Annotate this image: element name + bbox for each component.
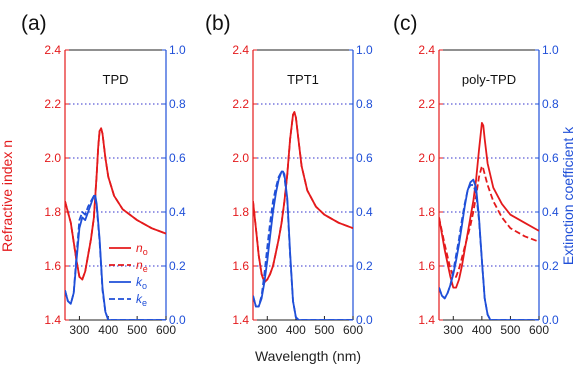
x-tick-label: 600 bbox=[343, 323, 363, 337]
x-tick-label: 400 bbox=[286, 323, 306, 337]
x-tick-label: 300 bbox=[443, 323, 463, 337]
panel-label: (b) bbox=[205, 12, 231, 35]
series-ko-line bbox=[65, 194, 166, 320]
right-tick-label: 0.6 bbox=[356, 151, 373, 165]
panel-title: TPT1 bbox=[287, 72, 319, 87]
right-tick-label: 0.2 bbox=[169, 259, 186, 273]
series-ko-line bbox=[439, 178, 539, 320]
series-ke-line bbox=[253, 170, 353, 320]
right-tick-label: 0.6 bbox=[169, 151, 186, 165]
x-tick-label: 300 bbox=[69, 323, 89, 337]
x-tick-label: 600 bbox=[156, 323, 176, 337]
left-tick-label: 1.4 bbox=[44, 313, 61, 327]
left-tick-label: 2.2 bbox=[44, 97, 61, 111]
panel-3: (c) 1.4 1.6 1.8 2.0 2.2 2.4 0.0 0.2 0.4 0.6 0.8 1.0 3… bbox=[393, 12, 559, 337]
left-tick-label: 2.0 bbox=[418, 151, 435, 165]
x-axis-title: Wavelength (nm) bbox=[255, 348, 361, 364]
x-tick-label: 600 bbox=[529, 323, 549, 337]
x-tick-label: 500 bbox=[127, 323, 147, 337]
right-tick-label: 0.6 bbox=[542, 151, 559, 165]
left-tick-label: 2.4 bbox=[232, 43, 249, 57]
panel-label: (c) bbox=[393, 12, 418, 35]
panel-label: (a) bbox=[21, 12, 47, 35]
right-tick-label: 0.4 bbox=[169, 205, 186, 219]
series-ke-line bbox=[439, 184, 539, 320]
legend-label: ne bbox=[136, 258, 148, 274]
left-tick-label: 2.4 bbox=[418, 43, 435, 57]
left-tick-label: 2.0 bbox=[44, 151, 61, 165]
left-tick-label: 2.2 bbox=[232, 97, 249, 111]
legend-label: no bbox=[136, 241, 148, 257]
left-tick-label: 1.4 bbox=[232, 313, 249, 327]
x-tick-label: 300 bbox=[257, 323, 277, 337]
left-tick-label: 1.4 bbox=[418, 313, 435, 327]
panel-title: TPD bbox=[103, 72, 129, 87]
right-tick-label: 0.0 bbox=[169, 313, 186, 327]
right-tick-label: 1.0 bbox=[356, 43, 373, 57]
panel-1: (a) 1.4 1.6 1.8 2.0 2.2 2.4 0.0 0.2 0.4 0.6 0.8 1.0 3… bbox=[21, 12, 186, 337]
series-ke-line bbox=[65, 194, 166, 320]
right-tick-label: 0.2 bbox=[356, 259, 373, 273]
right-tick-label: 0.0 bbox=[542, 313, 559, 327]
panel-2: (b) 1.4 1.6 1.8 2.0 2.2 2.4 0.0 0.2 0.4 0.6 0.8 1.0 3… bbox=[205, 12, 373, 337]
right-tick-label: 0.4 bbox=[356, 205, 373, 219]
x-tick-label: 400 bbox=[98, 323, 118, 337]
panels: (a) 1.4 1.6 1.8 2.0 2.2 2.4 0.0 0.2 0.4 0.6 0.8 1.0 3… bbox=[21, 12, 559, 337]
right-axis-title: Extinction coefficient k bbox=[560, 126, 576, 265]
right-tick-label: 0.0 bbox=[356, 313, 373, 327]
left-tick-label: 2.0 bbox=[232, 151, 249, 165]
panel-title: poly-TPD bbox=[462, 72, 516, 87]
series-no-line bbox=[65, 127, 166, 281]
left-tick-label: 1.6 bbox=[44, 259, 61, 273]
right-tick-label: 0.8 bbox=[356, 97, 373, 111]
left-tick-label: 1.8 bbox=[44, 205, 61, 219]
left-tick-label: 1.8 bbox=[232, 205, 249, 219]
left-tick-label: 2.4 bbox=[44, 43, 61, 57]
right-tick-label: 0.8 bbox=[169, 97, 186, 111]
right-tick-label: 0.4 bbox=[542, 205, 559, 219]
right-tick-label: 1.0 bbox=[169, 43, 186, 57]
right-tick-label: 0.8 bbox=[542, 97, 559, 111]
right-tick-label: 1.0 bbox=[542, 43, 559, 57]
left-tick-label: 1.6 bbox=[232, 259, 249, 273]
left-tick-label: 1.6 bbox=[418, 259, 435, 273]
left-tick-label: 1.8 bbox=[418, 205, 435, 219]
x-tick-label: 500 bbox=[314, 323, 334, 337]
x-tick-label: 500 bbox=[500, 323, 520, 337]
series-ne-line bbox=[65, 127, 166, 281]
left-tick-label: 2.2 bbox=[418, 97, 435, 111]
legend-label: ke bbox=[136, 292, 147, 308]
left-axis-title: Refractive index n bbox=[0, 140, 15, 252]
series-ne-line bbox=[439, 165, 539, 278]
x-tick-label: 400 bbox=[472, 323, 492, 337]
right-tick-label: 0.2 bbox=[542, 259, 559, 273]
legend-label: ko bbox=[136, 275, 147, 291]
